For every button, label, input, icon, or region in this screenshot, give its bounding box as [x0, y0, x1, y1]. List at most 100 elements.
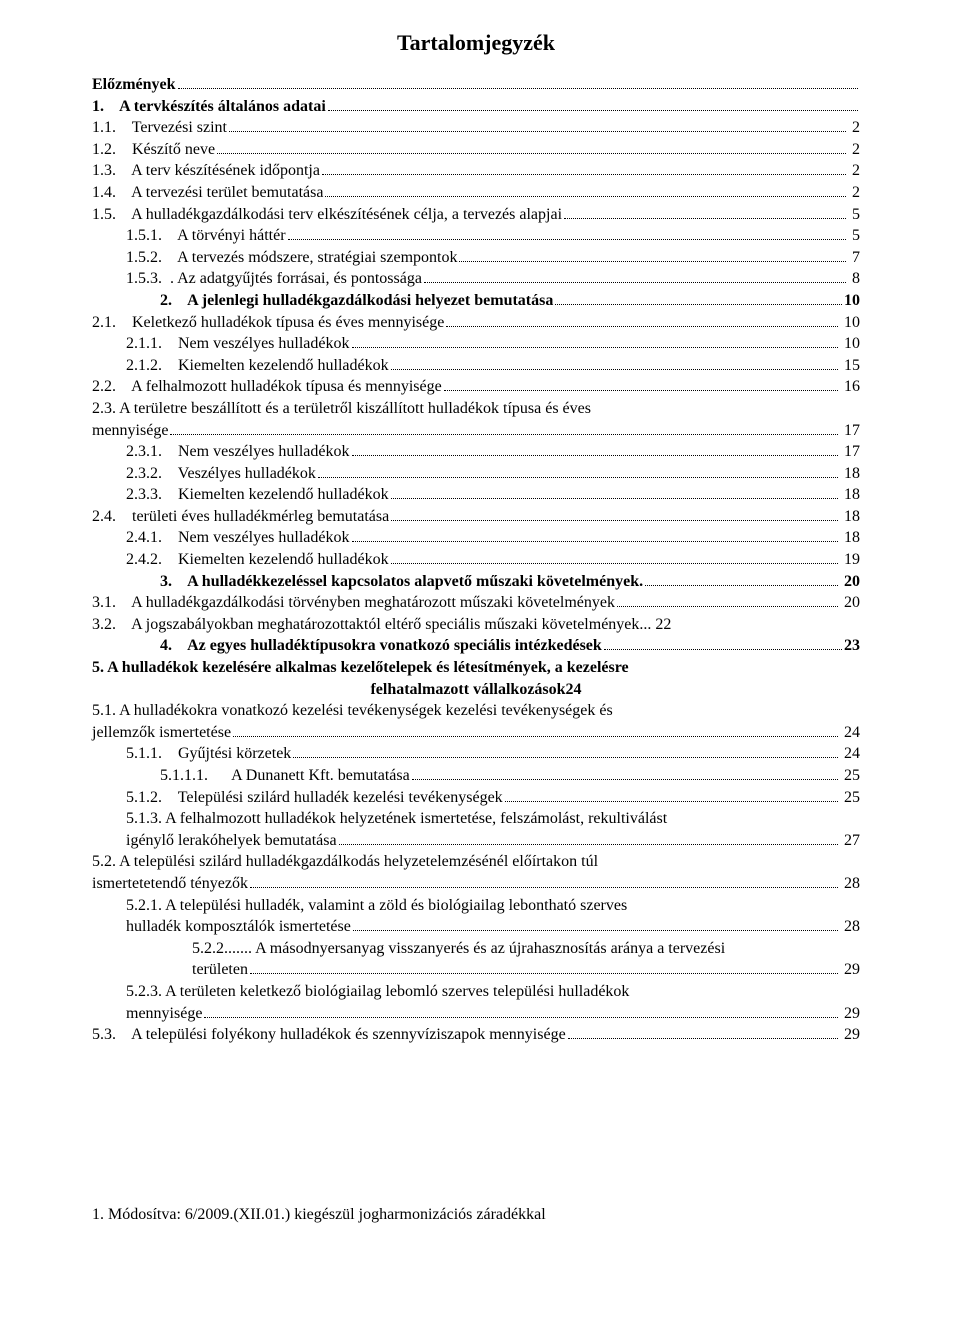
toc-entry: 5.3. A települési folyékony hulladékok é… — [92, 1024, 860, 1046]
toc-leader-dots — [459, 248, 846, 262]
toc-label: 2.4.1. Nem veszélyes hulladékok — [126, 527, 350, 549]
toc-label: 3.1. A hulladékgazdálkodási törvényben m… — [92, 592, 615, 614]
toc-label: 2.1.1. Nem veszélyes hulladékok — [126, 333, 350, 355]
toc-entry: igénylő lerakóhelyek bemutatása 27 — [92, 830, 860, 852]
toc-entry: területen 29 — [92, 959, 860, 981]
toc-entry: 1.3. A terv készítésének időpontja 2 — [92, 160, 860, 182]
toc-leader-dots — [412, 766, 838, 780]
toc-entry: 5. A hulladékok kezelésére alkalmas keze… — [92, 657, 860, 679]
toc-page-number: 29 — [840, 1003, 860, 1025]
toc-entry: 2.3.3. Kiemelten kezelendő hulladékok 18 — [92, 484, 860, 506]
toc-page-number: 24 — [840, 722, 860, 744]
toc-label: 5.1.1.1. A Dunanett Kft. bemutatása — [160, 765, 410, 787]
toc-entry: 1.5.2. A tervezés módszere, stratégiai s… — [92, 247, 860, 269]
toc-entry: 3.1. A hulladékgazdálkodási törvényben m… — [92, 592, 860, 614]
toc-entry: 5.2.2....... A másodnyersanyag visszanye… — [92, 938, 860, 960]
toc-entry: 5.2.1. A települési hulladék, valamint a… — [92, 895, 860, 917]
toc-label: 4. Az egyes hulladéktípusokra vonatkozó … — [160, 635, 602, 657]
toc-page-number: 18 — [840, 463, 860, 485]
toc-page-number: 29 — [840, 959, 860, 981]
toc-entry: 5.1.3. A felhalmozott hulladékok helyzet… — [92, 808, 860, 830]
toc-leader-dots — [424, 270, 846, 284]
toc-entry: 1.5.1. A törvényi háttér 5 — [92, 225, 860, 247]
toc-entry: 5.2. A települési szilárd hulladékgazdál… — [92, 851, 860, 873]
toc-label: 1. A tervkészítés általános adatai — [92, 96, 326, 118]
toc-label: 3. A hulladékkezeléssel kapcsolatos alap… — [160, 571, 643, 593]
toc-label: hulladék komposztálók ismertetése — [126, 916, 351, 938]
toc-leader-dots — [568, 1025, 838, 1039]
toc-leader-dots — [352, 529, 839, 543]
toc-page-number: 23 — [844, 635, 860, 657]
toc-entry: 2. A jelenlegi hulladékgazdálkodási hely… — [92, 290, 860, 312]
toc-label: 1.5.1. A törvényi háttér — [126, 225, 286, 247]
toc-page-number: 2 — [848, 139, 860, 161]
toc-label: 2. A jelenlegi hulladékgazdálkodási hely… — [160, 290, 553, 312]
toc-page-number: 10 — [844, 290, 860, 312]
toc-entry: 2.2. A felhalmozott hulladékok típusa és… — [92, 376, 860, 398]
toc-entry: Előzmények — [92, 74, 860, 96]
toc-entry: 1.5.3. . Az adatgyűjtés forrásai, és pon… — [92, 268, 860, 290]
toc-label: 5.1.2. Települési szilárd hulladék kezel… — [126, 787, 503, 809]
toc-entry: felhatalmazott vállalkozások24 — [92, 679, 860, 701]
toc-page-number: 10 — [840, 333, 860, 355]
toc-page-number: 16 — [840, 376, 860, 398]
toc-leader-dots — [352, 334, 839, 348]
toc-label: 2.3.1. Nem veszélyes hulladékok — [126, 441, 350, 463]
toc-leader-dots — [352, 442, 839, 456]
toc-page-number: 20 — [840, 571, 860, 593]
toc-entry: 2.1.2. Kiemelten kezelendő hulladékok 15 — [92, 355, 860, 377]
toc-page-number: 19 — [840, 549, 860, 571]
toc-leader-dots — [353, 917, 838, 931]
toc-entry: 2.3. A területre beszállított és a terül… — [92, 398, 860, 420]
toc-leader-dots — [446, 313, 838, 327]
toc-label: 1.4. A tervezési terület bemutatása — [92, 182, 323, 204]
toc-label: mennyisége — [126, 1003, 202, 1025]
toc-entry: 5.1.1.1. A Dunanett Kft. bemutatása 25 — [92, 765, 860, 787]
toc-leader-dots — [229, 118, 846, 132]
toc-label: 2.1. Keletkező hulladékok típusa és éves… — [92, 312, 444, 334]
toc-entry: 5.1.2. Települési szilárd hulladék kezel… — [92, 787, 860, 809]
toc-label: 1.1. Tervezési szint — [92, 117, 227, 139]
toc-entry: 2.4.1. Nem veszélyes hulladékok 18 — [92, 527, 860, 549]
toc-label: 2.4.2. Kiemelten kezelendő hulladékok — [126, 549, 389, 571]
toc-page-number: 25 — [840, 787, 860, 809]
toc-leader-dots — [217, 140, 846, 154]
toc-leader-dots — [391, 356, 838, 370]
toc-label: 5.3. A települési folyékony hulladékok é… — [92, 1024, 566, 1046]
toc-leader-dots — [178, 75, 858, 89]
toc-leader-dots — [564, 205, 846, 219]
toc-entry: 2.1.1. Nem veszélyes hulladékok 10 — [92, 333, 860, 355]
toc-leader-dots — [391, 485, 838, 499]
toc-leader-dots — [204, 1004, 838, 1018]
toc-page-number: 27 — [840, 830, 860, 852]
toc-label: 3.2. A jogszabályokban meghatározottaktó… — [92, 614, 671, 636]
toc-leader-dots — [250, 874, 838, 888]
toc-page-number: 10 — [840, 312, 860, 334]
toc-label: Előzmények — [92, 74, 176, 96]
toc-page-number: 2 — [848, 182, 860, 204]
toc-entry: 1.4. A tervezési terület bemutatása 2 — [92, 182, 860, 204]
toc-leader-dots — [293, 745, 838, 759]
toc-page-number: 18 — [840, 484, 860, 506]
toc-label: 2.3.2. Veszélyes hulladékok — [126, 463, 316, 485]
toc-label: 1.5.3. . Az adatgyűjtés forrásai, és pon… — [126, 268, 422, 290]
toc-entry: 2.4.2. Kiemelten kezelendő hulladékok 19 — [92, 549, 860, 571]
toc-entry: 2.3.1. Nem veszélyes hulladékok 17 — [92, 441, 860, 463]
toc-leader-dots — [444, 378, 838, 392]
toc-entry: mennyisége 29 — [92, 1003, 860, 1025]
toc-entry: 2.4. területi éves hulladékmérleg bemuta… — [92, 506, 860, 528]
toc-entry: 5.2.3. A területen keletkező biológiaila… — [92, 981, 860, 1003]
toc-label: 1.5.2. A tervezés módszere, stratégiai s… — [126, 247, 457, 269]
toc-label: 1.3. A terv készítésének időpontja — [92, 160, 320, 182]
toc-leader-dots — [288, 226, 846, 240]
toc-entry: mennyisége 17 — [92, 420, 860, 442]
toc-entry: 2.1. Keletkező hulladékok típusa és éves… — [92, 312, 860, 334]
toc-page-number: 8 — [848, 268, 860, 290]
toc-label: mennyisége — [92, 420, 168, 442]
toc-label: 1.5. A hulladékgazdálkodási terv elkészí… — [92, 204, 562, 226]
toc-entry: 1.1. Tervezési szint 2 — [92, 117, 860, 139]
toc-label: 2.4. területi éves hulladékmérleg bemuta… — [92, 506, 389, 528]
toc-label: 2.3.3. Kiemelten kezelendő hulladékok — [126, 484, 389, 506]
toc-leader-dots — [645, 572, 838, 586]
toc-page-number: 15 — [840, 355, 860, 377]
